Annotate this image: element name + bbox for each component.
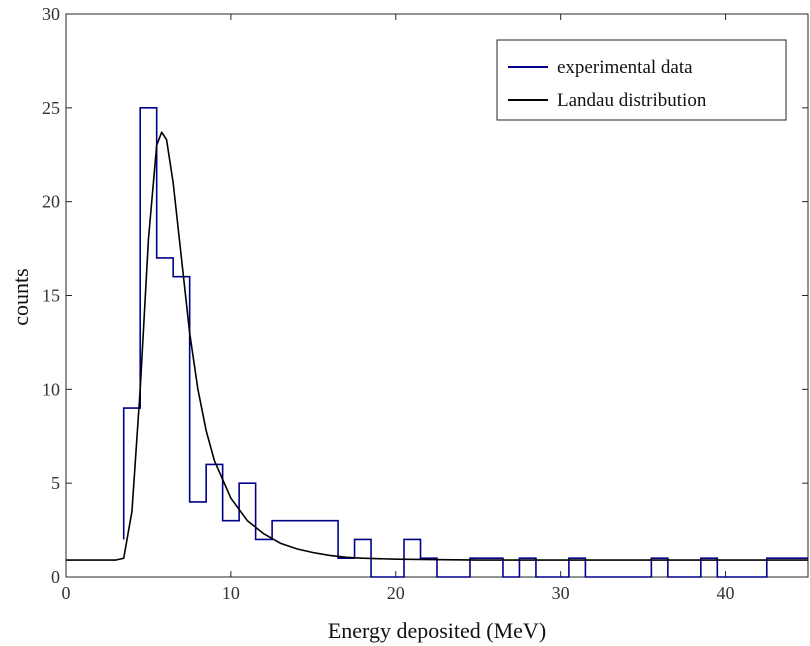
legend-label-landau: Landau distribution — [557, 90, 707, 111]
y-axis-title: counts — [8, 268, 33, 325]
y-tick-label: 5 — [51, 473, 60, 493]
axis-ticks: 0 10 20 30 40 0 5 10 15 20 25 30 — [42, 4, 808, 603]
y-tick-label: 0 — [51, 567, 60, 587]
legend: experimental data Landau distribution — [496, 39, 787, 121]
y-tick-label: 10 — [42, 379, 60, 399]
x-tick-label: 10 — [222, 583, 240, 603]
experimental-data-step-line — [122, 107, 808, 578]
x-tick-label: 40 — [717, 583, 735, 603]
y-tick-label: 30 — [42, 4, 60, 24]
x-tick-label: 30 — [552, 583, 570, 603]
legend-box — [496, 39, 787, 121]
y-tick-label: 25 — [42, 98, 60, 118]
series-layer — [66, 107, 808, 578]
x-tick-label: 20 — [387, 583, 405, 603]
y-tick-label: 20 — [42, 192, 60, 212]
x-tick-label: 0 — [62, 583, 71, 603]
landau-distribution-line — [66, 131, 808, 561]
legend-label-experimental: experimental data — [557, 57, 693, 78]
y-tick-label: 15 — [42, 286, 60, 306]
x-axis-title: Energy deposited (MeV) — [328, 618, 546, 643]
